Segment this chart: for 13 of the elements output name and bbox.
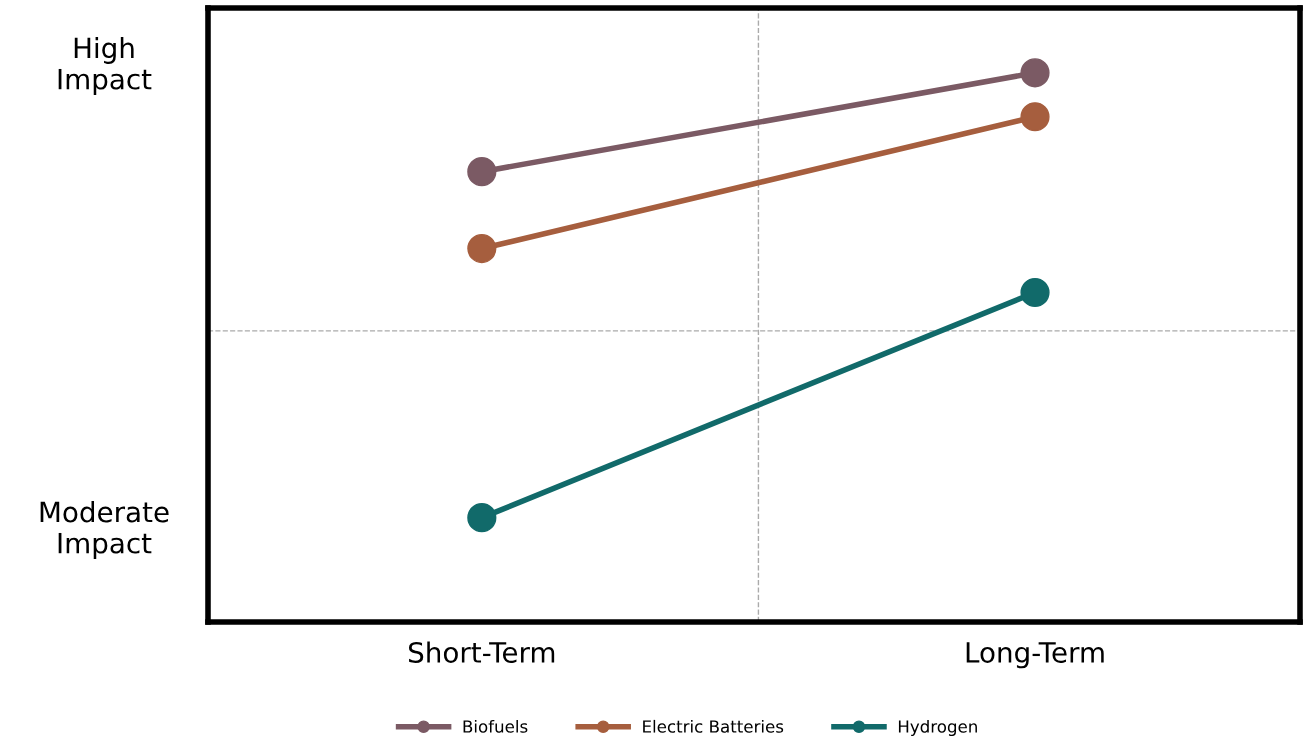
- legend-label: Biofuels: [463, 719, 528, 733]
- point: [1020, 58, 1050, 88]
- x-tick-label: Long-Term: [966, 642, 1104, 669]
- legend-label: Electric Batteries: [643, 719, 784, 733]
- point: [1020, 277, 1050, 308]
- text: Moderate Impact: [40, 501, 169, 559]
- text: High Impact: [58, 37, 152, 95]
- x-tick-label: Short-Term: [408, 641, 555, 663]
- point: [467, 233, 497, 264]
- point: [467, 157, 497, 187]
- point: [1020, 102, 1050, 132]
- legend-label: Hydrogen: [898, 719, 977, 736]
- point: [467, 503, 497, 533]
